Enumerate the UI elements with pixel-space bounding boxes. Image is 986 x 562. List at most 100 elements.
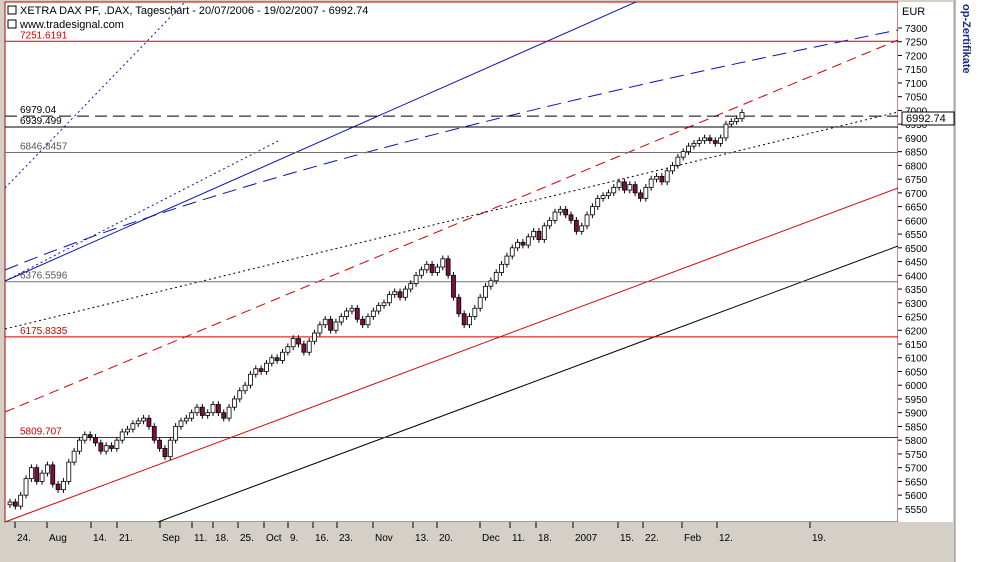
candle-body: [157, 439, 163, 449]
candle-body: [712, 140, 718, 144]
candle-body: [573, 219, 579, 232]
candle-body: [386, 294, 392, 304]
candle-body: [606, 192, 611, 197]
x-tick-label: Sep: [162, 533, 180, 544]
candle-body: [328, 318, 333, 331]
last-value-label: 6992.74: [906, 113, 946, 125]
lower-channel-line: [4, 187, 899, 523]
candle-body: [515, 241, 520, 249]
y-tick-label: 6350: [905, 285, 928, 296]
candle-body: [584, 214, 590, 227]
candle-body: [183, 417, 189, 422]
candle-body: [167, 439, 173, 458]
x-tick-label: 15.: [620, 533, 634, 544]
candle-body: [424, 263, 430, 271]
y-tick-label: 5600: [905, 491, 928, 502]
x-tick-label: 21.: [119, 533, 133, 544]
candle-body: [7, 501, 13, 506]
candle-body: [541, 225, 547, 240]
x-tick-label: 16.: [315, 533, 329, 544]
candle-body: [365, 316, 371, 326]
candle-body: [589, 206, 595, 216]
candle-body: [87, 434, 93, 438]
candle-body: [397, 291, 403, 298]
y-tick-label: 6500: [905, 244, 928, 255]
y-tick-label: 5800: [905, 436, 928, 447]
candle-body: [632, 184, 638, 194]
candle-body: [483, 285, 488, 298]
x-tick-label: 12.: [719, 533, 733, 544]
currency-label: EUR: [902, 6, 925, 18]
x-tick-label: Feb: [684, 533, 702, 544]
y-tick-label: 6900: [905, 134, 928, 145]
candle-body: [285, 346, 291, 353]
candle-body: [563, 208, 569, 216]
candle-body: [413, 274, 419, 284]
level-label-3: 6846.8457: [20, 142, 68, 153]
candle-body: [360, 318, 366, 326]
candle-body: [18, 494, 24, 507]
candle-body: [125, 428, 130, 433]
y-tick-label: 7050: [905, 93, 928, 104]
candle-body: [189, 412, 195, 419]
candle-body: [402, 288, 408, 298]
blue-dotted-trendline-b: [4, 1, 186, 189]
y-tick-label: 5700: [905, 464, 928, 475]
candle-body: [435, 266, 440, 273]
candle-body: [440, 258, 446, 268]
x-tick-label: 18.: [538, 533, 552, 544]
y-tick-label: 6400: [905, 271, 928, 282]
candle-body: [456, 296, 462, 315]
chart-header: XETRA DAX PF, .DAX, Tageschart - 20/07/2…: [7, 5, 368, 31]
candle-body: [392, 291, 398, 295]
candles-layer: [7, 109, 745, 510]
candle-body: [338, 316, 344, 323]
candle-body: [258, 368, 264, 372]
candle-body: [232, 398, 237, 408]
collapse-box-icon[interactable]: [7, 5, 17, 15]
candle-body: [210, 404, 216, 414]
x-tick-label: 2007: [575, 533, 598, 544]
candle-body: [547, 219, 553, 227]
x-tick-label: Dec: [482, 533, 500, 544]
candle-body: [531, 230, 537, 238]
candle-body: [45, 464, 50, 474]
y-tick-label: 7200: [905, 51, 928, 62]
candle-body: [55, 483, 61, 491]
candle-body: [461, 313, 467, 326]
candle-body: [39, 472, 45, 482]
candle-body: [242, 384, 248, 392]
y-tick-label: 6550: [905, 230, 928, 241]
candle-body: [349, 307, 355, 312]
candle-body: [12, 501, 18, 507]
y-tick-label: 6150: [905, 340, 928, 351]
candle-body: [322, 318, 328, 326]
x-tick-label: 22.: [645, 533, 659, 544]
y-axis: 7300725072007150710070507000695069006850…: [898, 24, 928, 516]
candle-body: [274, 357, 280, 361]
candle-body: [151, 426, 157, 441]
candle-body: [643, 186, 649, 199]
x-axis: 24. Aug 14. 21. Sep 11. 18. 25. Oct 9. 16. 23. Nov 13…: [14, 522, 826, 544]
candle-body: [472, 307, 478, 317]
y-tick-label: 6300: [905, 299, 928, 310]
y-tick-label: 5950: [905, 395, 928, 406]
y-tick-label: 7150: [905, 65, 928, 76]
candle-body: [130, 423, 136, 430]
y-tick-label: 6650: [905, 203, 928, 214]
candle-body: [525, 236, 531, 246]
candle-body: [50, 464, 56, 485]
x-tick-label: Nov: [375, 533, 393, 544]
candle-body: [622, 181, 627, 191]
candle-body: [296, 338, 301, 345]
x-tick-label: 19.: [812, 533, 826, 544]
candle-body: [493, 272, 499, 282]
candle-body: [686, 145, 691, 153]
candle-body: [194, 406, 200, 414]
candle-body: [659, 175, 665, 183]
trendlines-layer: [4, 1, 899, 523]
candle-body: [370, 310, 376, 317]
candle-body: [290, 338, 296, 348]
candle-body: [499, 263, 504, 273]
y-tick-label: 6750: [905, 175, 928, 186]
